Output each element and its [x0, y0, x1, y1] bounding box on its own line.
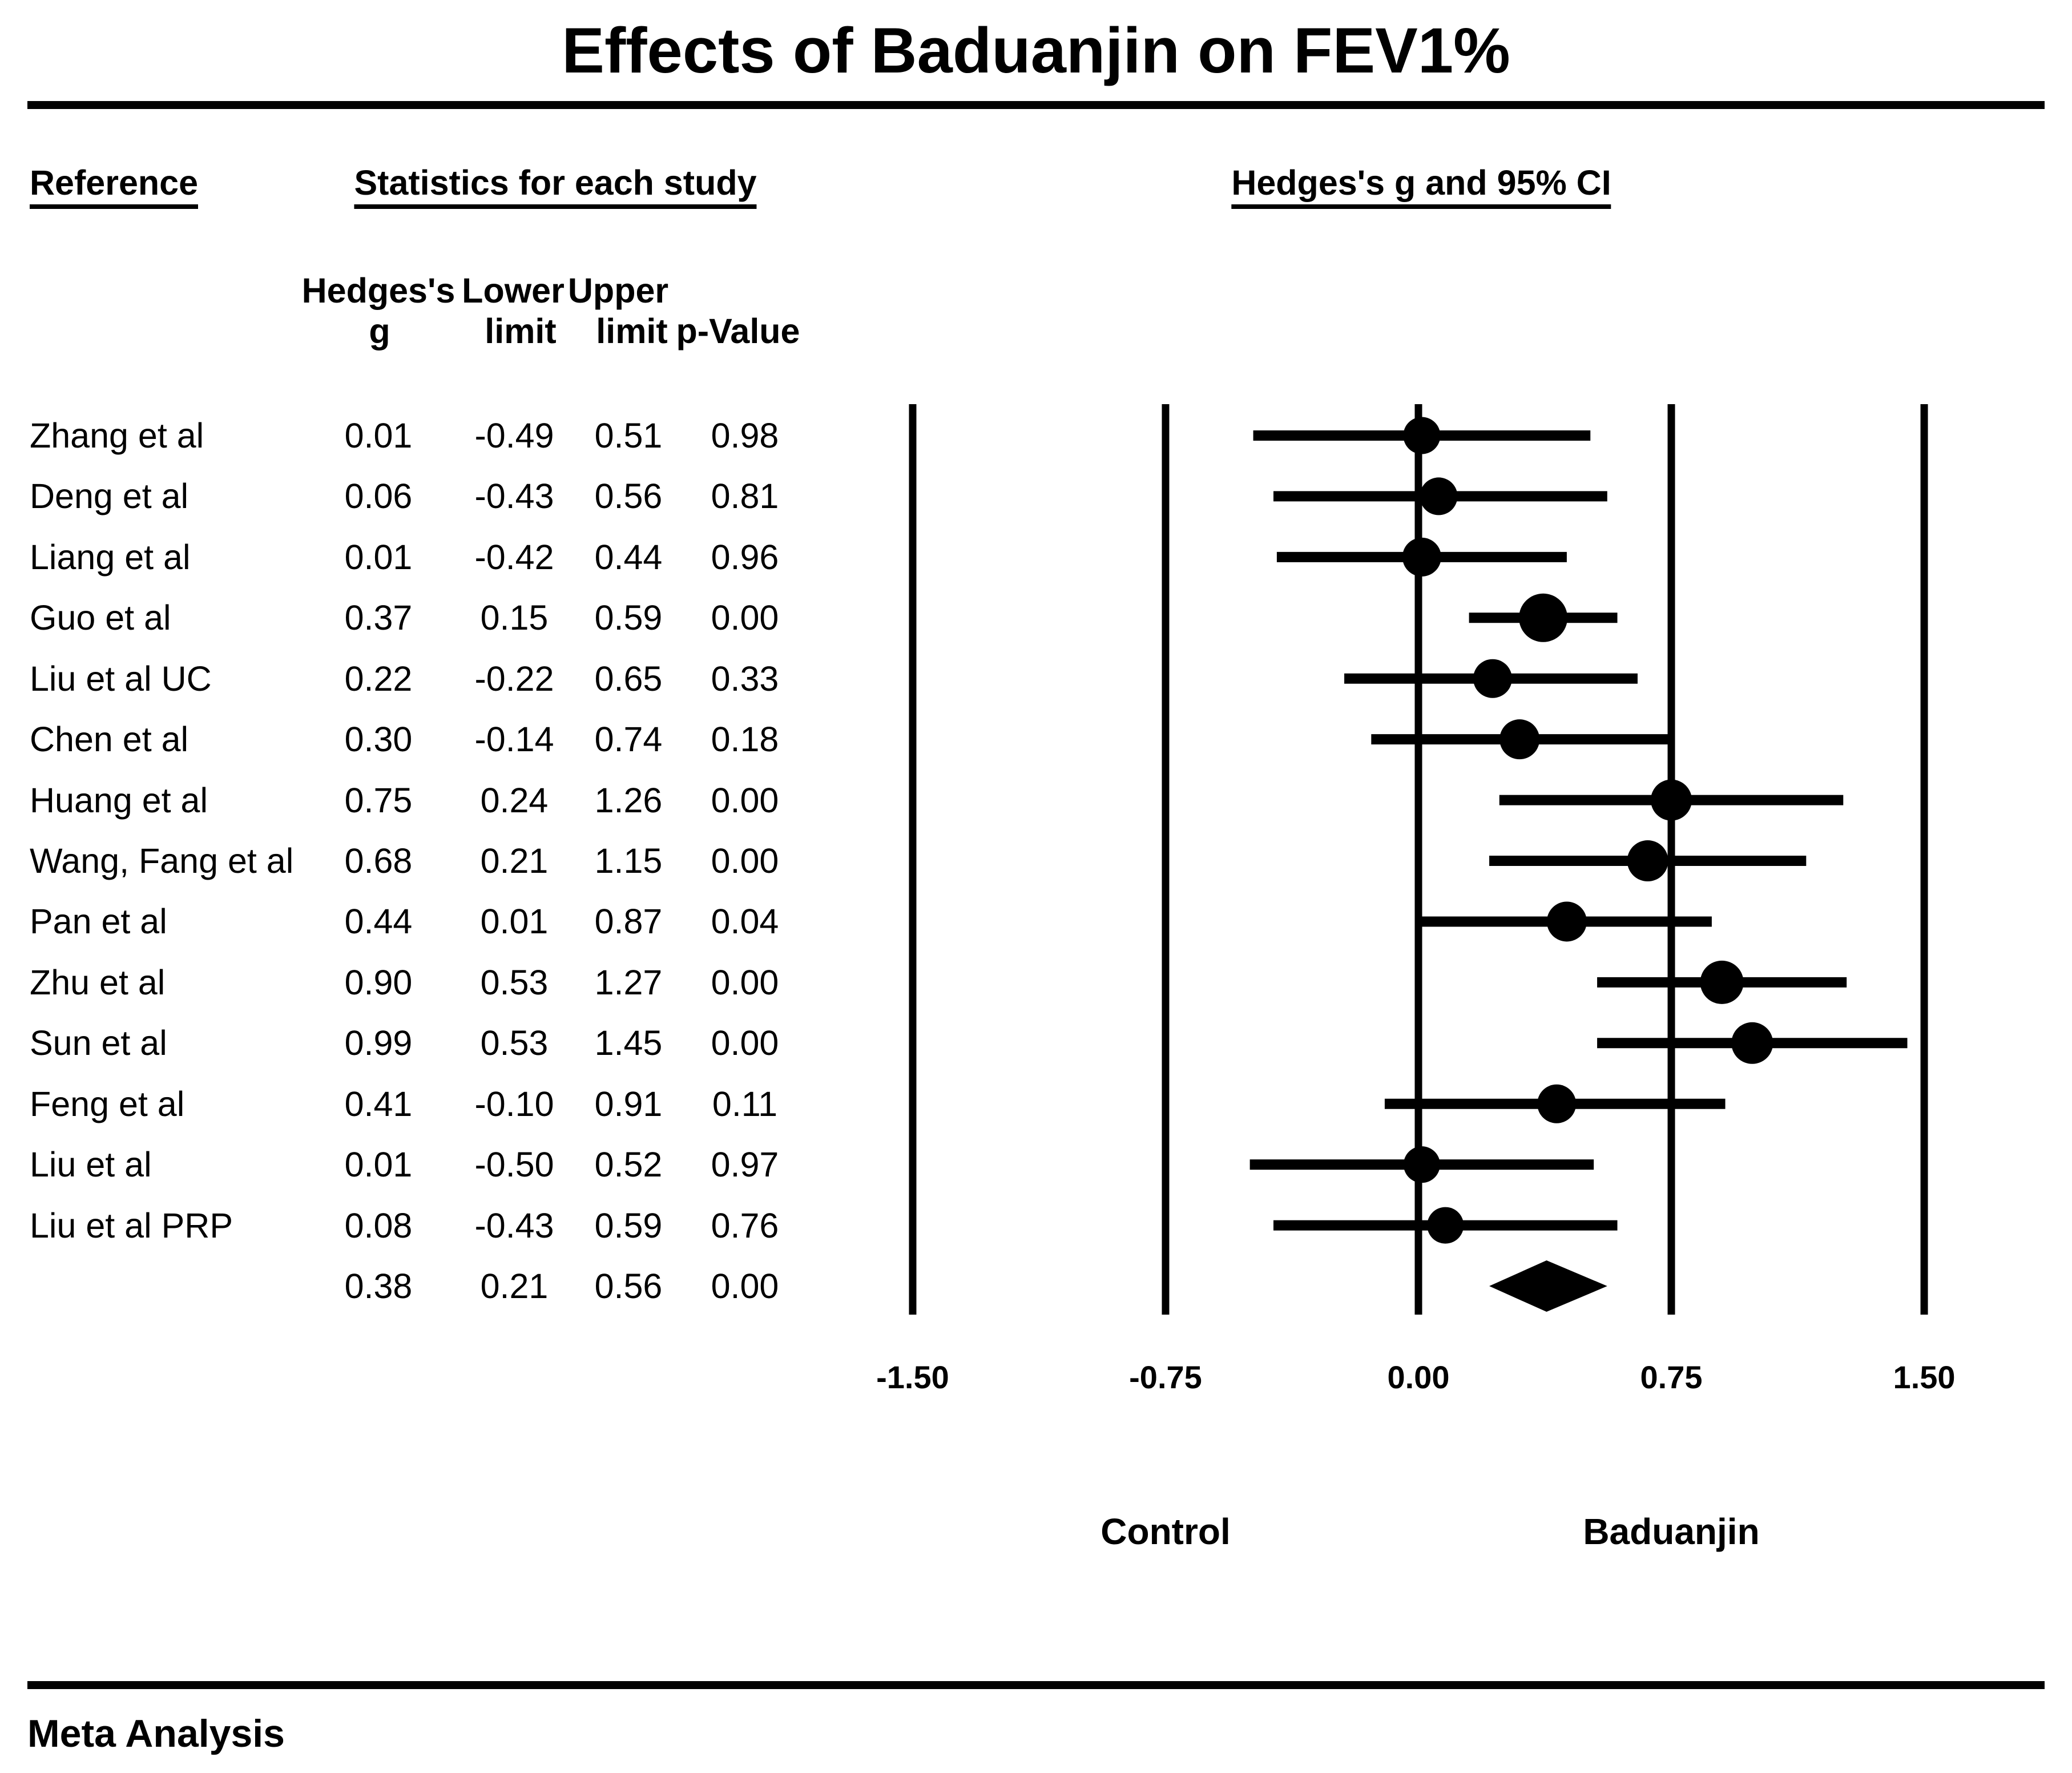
effect-circle [1651, 779, 1692, 821]
effect-circle [1402, 537, 1441, 577]
footer-label: Meta Analysis [27, 1712, 285, 1755]
col-header-p-value: p-Value [676, 312, 800, 350]
col-header-lower-limit: limit [485, 312, 557, 350]
col-header-g: g [369, 312, 390, 350]
bottom-rule [27, 1681, 2045, 1689]
effect-circle [1627, 840, 1668, 882]
top-rule [27, 101, 2045, 109]
summary-diamond [1489, 1260, 1607, 1312]
axis-tick-label: -0.75 [1129, 1359, 1202, 1395]
group-label-control: Control [1101, 1511, 1231, 1552]
effect-circle [1546, 901, 1587, 942]
group-label-baduanjin: Baduanjin [1583, 1511, 1760, 1552]
stats-group-header: Statistics for each study [354, 164, 757, 209]
effect-circle [1473, 659, 1512, 698]
axis-tick-label: -1.50 [876, 1359, 949, 1395]
chart-title: Effects of Baduanjin on FEV1% [562, 15, 1510, 86]
effect-circle [1731, 1022, 1773, 1064]
effect-circle [1420, 477, 1458, 515]
col-header-hedges: Hedges's [301, 271, 455, 310]
col-header-upper-limit: limit [596, 312, 668, 350]
effect-circle [1403, 1146, 1440, 1183]
axis-tick-label: 0.75 [1640, 1359, 1703, 1395]
effect-circle [1537, 1084, 1577, 1123]
effect-circle [1519, 593, 1568, 642]
effect-circle [1700, 960, 1744, 1004]
effect-circle [1499, 719, 1540, 760]
axis-tick-label: 0.00 [1387, 1359, 1450, 1395]
col-header-upper: Upper [567, 271, 669, 310]
plot-group-header: Hedges's g and 95% CI [1231, 164, 1611, 209]
effect-circle [1427, 1207, 1464, 1244]
effect-circle [1403, 417, 1441, 454]
axis-tick-label: 1.50 [1893, 1359, 1956, 1395]
col-header-lower: Lower [462, 271, 565, 310]
reference-column-header: Reference [30, 164, 198, 209]
